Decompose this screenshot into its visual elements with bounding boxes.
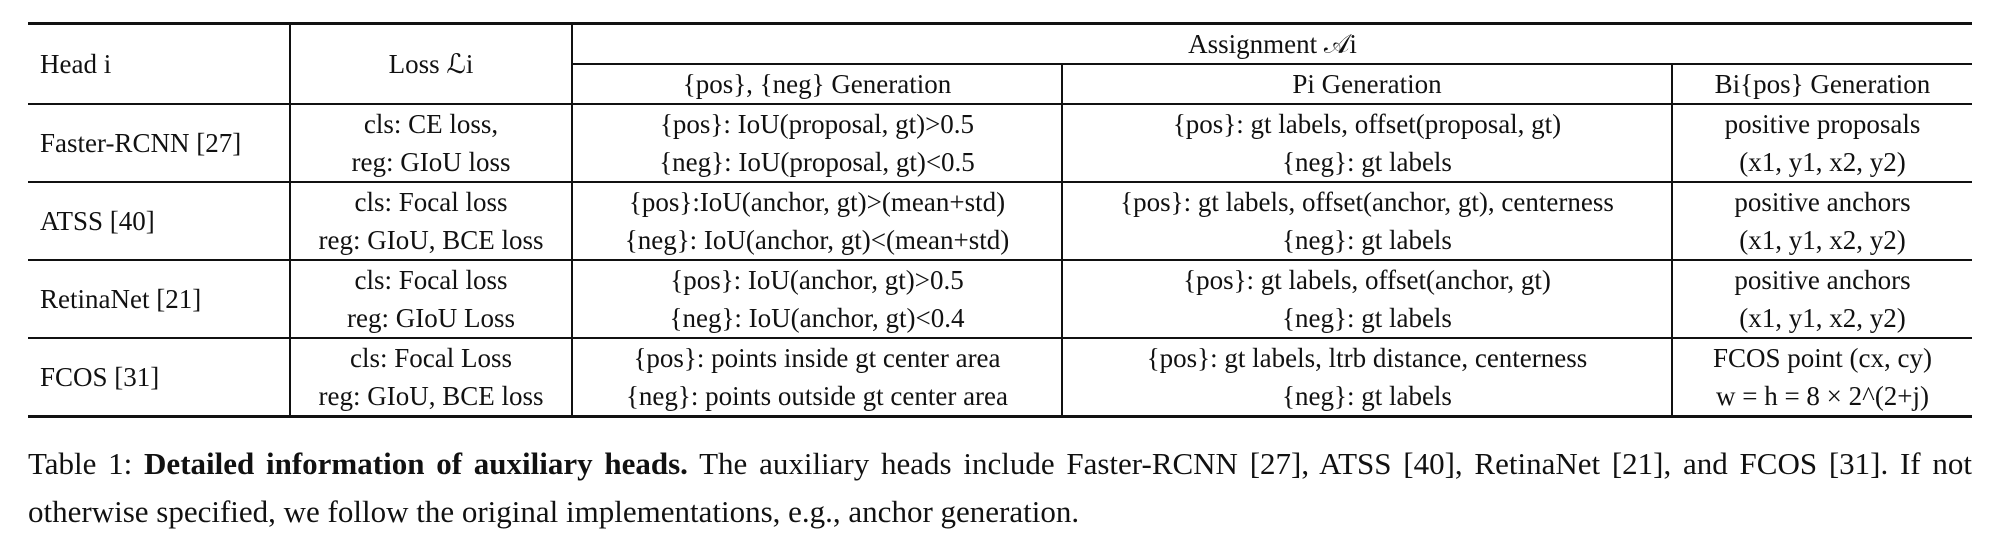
posneg-pos: {pos}: IoU(proposal, gt)>0.5 — [659, 109, 975, 139]
cell-posneg: {pos}: IoU(anchor, gt)>0.5 {neg}: IoU(an… — [571, 260, 1062, 338]
posneg-neg: {neg}: IoU(anchor, gt)<0.4 — [669, 303, 965, 333]
cell-loss: cls: Focal loss reg: GIoU Loss — [289, 260, 572, 338]
loss-cls: cls: CE loss, — [363, 109, 499, 139]
loss-cls: cls: Focal loss — [354, 265, 508, 295]
table-row: ATSS [40] cls: Focal loss reg: GIoU, BCE… — [28, 182, 1972, 260]
header-head: Head i — [40, 49, 112, 79]
cell-loss: cls: Focal loss reg: GIoU, BCE loss — [289, 182, 572, 260]
loss-reg: reg: GIoU, BCE loss — [318, 381, 544, 411]
header-b-generation: Bi{pos} Generation — [1671, 63, 1972, 104]
b-line-2: (x1, y1, x2, y2) — [1739, 303, 1906, 333]
header-loss: Loss ℒi — [289, 23, 572, 104]
cell-b: positive anchors (x1, y1, x2, y2) — [1671, 260, 1972, 338]
cell-b: positive proposals (x1, y1, x2, y2) — [1671, 104, 1972, 182]
b-line-1: positive anchors — [1734, 187, 1911, 217]
header-posneg-generation: {pos}, {neg} Generation — [571, 63, 1062, 104]
loss-cls: cls: Focal Loss — [350, 343, 512, 373]
caption-text: The auxiliary heads include Faster-RCNN … — [28, 446, 1972, 529]
posneg-neg: {neg}: IoU(proposal, gt)<0.5 — [659, 147, 975, 177]
p-neg: {neg}: gt labels — [1282, 147, 1452, 177]
posneg-neg: {neg}: points outside gt center area — [625, 381, 1009, 411]
cell-b: FCOS point (cx, cy) w = h = 8 × 2^(2+j) — [1671, 338, 1972, 417]
auxiliary-heads-table: Head i Loss ℒi Assignment 𝒜i {pos}, {neg… — [28, 22, 1972, 418]
posneg-neg: {neg}: IoU(anchor, gt)<(mean+std) — [624, 225, 1010, 255]
cell-p: {pos}: gt labels, ltrb distance, centern… — [1061, 338, 1672, 417]
loss-reg: reg: GIoU, BCE loss — [318, 225, 544, 255]
posneg-pos: {pos}: IoU(anchor, gt)>0.5 — [670, 265, 964, 295]
cell-b: positive anchors (x1, y1, x2, y2) — [1671, 182, 1972, 260]
posneg-pos: {pos}:IoU(anchor, gt)>(mean+std) — [628, 187, 1006, 217]
b-line-1: FCOS point (cx, cy) — [1713, 343, 1932, 373]
cell-posneg: {pos}: points inside gt center area {neg… — [571, 338, 1062, 417]
p-pos: {pos}: gt labels, offset(proposal, gt) — [1172, 109, 1562, 139]
b-line-2: (x1, y1, x2, y2) — [1739, 225, 1906, 255]
table-caption: Table 1: Detailed information of auxilia… — [28, 440, 1972, 536]
p-neg: {neg}: gt labels — [1282, 303, 1452, 333]
cell-head: Faster-RCNN [27] — [40, 128, 242, 158]
b-line-1: positive proposals — [1724, 109, 1921, 139]
posneg-pos: {pos}: points inside gt center area — [633, 343, 1001, 373]
loss-cls: cls: Focal loss — [354, 187, 508, 217]
table-container: Head i Loss ℒi Assignment 𝒜i {pos}, {neg… — [28, 22, 1972, 418]
p-neg: {neg}: gt labels — [1282, 225, 1452, 255]
table-row: RetinaNet [21] cls: Focal loss reg: GIoU… — [28, 260, 1972, 338]
header-p-generation: Pi Generation — [1061, 63, 1672, 104]
caption-label: Table 1: — [28, 446, 133, 481]
cell-p: {pos}: gt labels, offset(anchor, gt), ce… — [1061, 182, 1672, 260]
loss-reg: reg: GIoU loss — [351, 147, 511, 177]
header-assignment: Assignment 𝒜i — [571, 23, 1972, 64]
table-row: FCOS [31] cls: Focal Loss reg: GIoU, BCE… — [28, 338, 1972, 417]
b-line-1: positive anchors — [1734, 265, 1911, 295]
cell-p: {pos}: gt labels, offset(proposal, gt) {… — [1061, 104, 1672, 182]
p-pos: {pos}: gt labels, ltrb distance, centern… — [1146, 343, 1588, 373]
caption-bold-title: Detailed information of auxiliary heads. — [144, 446, 688, 481]
cell-posneg: {pos}:IoU(anchor, gt)>(mean+std) {neg}: … — [571, 182, 1062, 260]
cell-posneg: {pos}: IoU(proposal, gt)>0.5 {neg}: IoU(… — [571, 104, 1062, 182]
p-pos: {pos}: gt labels, offset(anchor, gt) — [1183, 265, 1551, 295]
cell-loss: cls: Focal Loss reg: GIoU, BCE loss — [289, 338, 572, 417]
p-pos: {pos}: gt labels, offset(anchor, gt), ce… — [1120, 187, 1614, 217]
b-line-2: w = h = 8 × 2^(2+j) — [1715, 381, 1930, 411]
cell-p: {pos}: gt labels, offset(anchor, gt) {ne… — [1061, 260, 1672, 338]
table-row: Faster-RCNN [27] cls: CE loss, reg: GIoU… — [28, 104, 1972, 182]
p-neg: {neg}: gt labels — [1282, 381, 1452, 411]
loss-reg: reg: GIoU Loss — [347, 303, 515, 333]
cell-head: FCOS [31] — [40, 362, 160, 392]
b-line-2: (x1, y1, x2, y2) — [1739, 147, 1906, 177]
cell-loss: cls: CE loss, reg: GIoU loss — [289, 104, 572, 182]
cell-head: RetinaNet [21] — [40, 284, 202, 314]
cell-head: ATSS [40] — [40, 206, 155, 236]
